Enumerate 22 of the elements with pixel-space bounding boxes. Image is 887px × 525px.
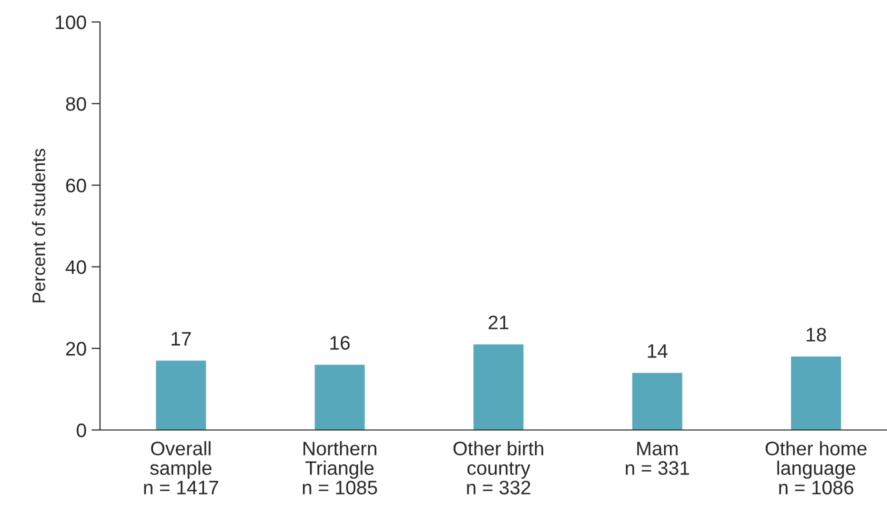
y-tick-label: 40 xyxy=(66,260,86,274)
data-label: 16 xyxy=(330,336,350,350)
y-tick-label: 20 xyxy=(66,342,86,356)
bar xyxy=(473,344,524,430)
data-label: 21 xyxy=(488,316,508,330)
bar xyxy=(632,372,682,430)
data-label: 17 xyxy=(172,332,191,346)
y-axis-title: Percent of students xyxy=(32,148,46,302)
x-tick-label: Mam n = 331 xyxy=(626,442,690,475)
y-tick-label: 60 xyxy=(66,178,86,192)
bar xyxy=(314,364,365,430)
y-tick-label: 100 xyxy=(56,15,86,30)
bar xyxy=(156,360,206,430)
y-tick-label: 80 xyxy=(66,97,86,111)
x-tick-label: Other home language n = 1086 xyxy=(766,441,867,494)
x-tick-label: Other birth country n = 332 xyxy=(453,441,544,494)
x-tick-label: Northern Triangle n = 1085 xyxy=(302,441,378,494)
data-label: 14 xyxy=(648,344,668,358)
data-label: 18 xyxy=(806,328,826,342)
x-tick-label: Overall sample n = 1417 xyxy=(144,441,218,494)
bar xyxy=(791,356,842,430)
y-tick-label: 0 xyxy=(76,423,86,438)
